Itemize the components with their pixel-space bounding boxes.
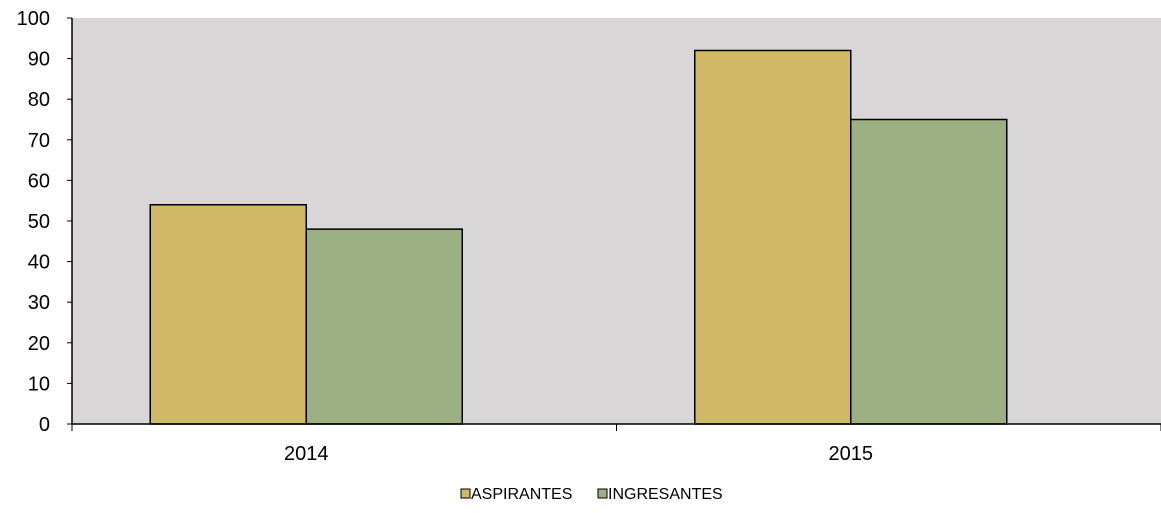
legend-label: ASPIRANTES: [471, 486, 572, 503]
bar-aspirantes-2015: [694, 49, 852, 425]
legend: ASPIRANTES INGRESANTES: [460, 486, 723, 503]
y-tick-label: 20: [28, 333, 50, 355]
legend-swatch: [460, 488, 471, 499]
bars-group: [149, 49, 1008, 425]
y-tick-label: 80: [28, 89, 50, 111]
y-tick-label: 100: [17, 8, 50, 30]
y-tick-label: 90: [28, 49, 50, 71]
legend-label: INGRESANTES: [608, 486, 723, 503]
y-tick-label: 50: [28, 211, 50, 233]
x-category-label: 2015: [829, 443, 874, 465]
bar-ingresantes-2015: [850, 118, 1008, 425]
y-tick-label: 30: [28, 292, 50, 314]
x-category-label: 2014: [284, 443, 329, 465]
y-tick-label: 0: [39, 414, 50, 436]
y-tick-label: 40: [28, 252, 50, 274]
axes: [71, 18, 1161, 431]
y-tick-label: 70: [28, 130, 50, 152]
legend-swatch: [597, 488, 608, 499]
x-axis-labels: 2014 2015: [284, 443, 873, 465]
y-tick-label: 60: [28, 170, 50, 192]
bar-aspirantes-2014: [149, 204, 307, 425]
bar-ingresantes-2014: [305, 228, 463, 425]
y-axis-ticks: 0 10 20 30 40 50 60 70 80 90 100: [17, 8, 72, 436]
y-tick-label: 10: [28, 373, 50, 395]
